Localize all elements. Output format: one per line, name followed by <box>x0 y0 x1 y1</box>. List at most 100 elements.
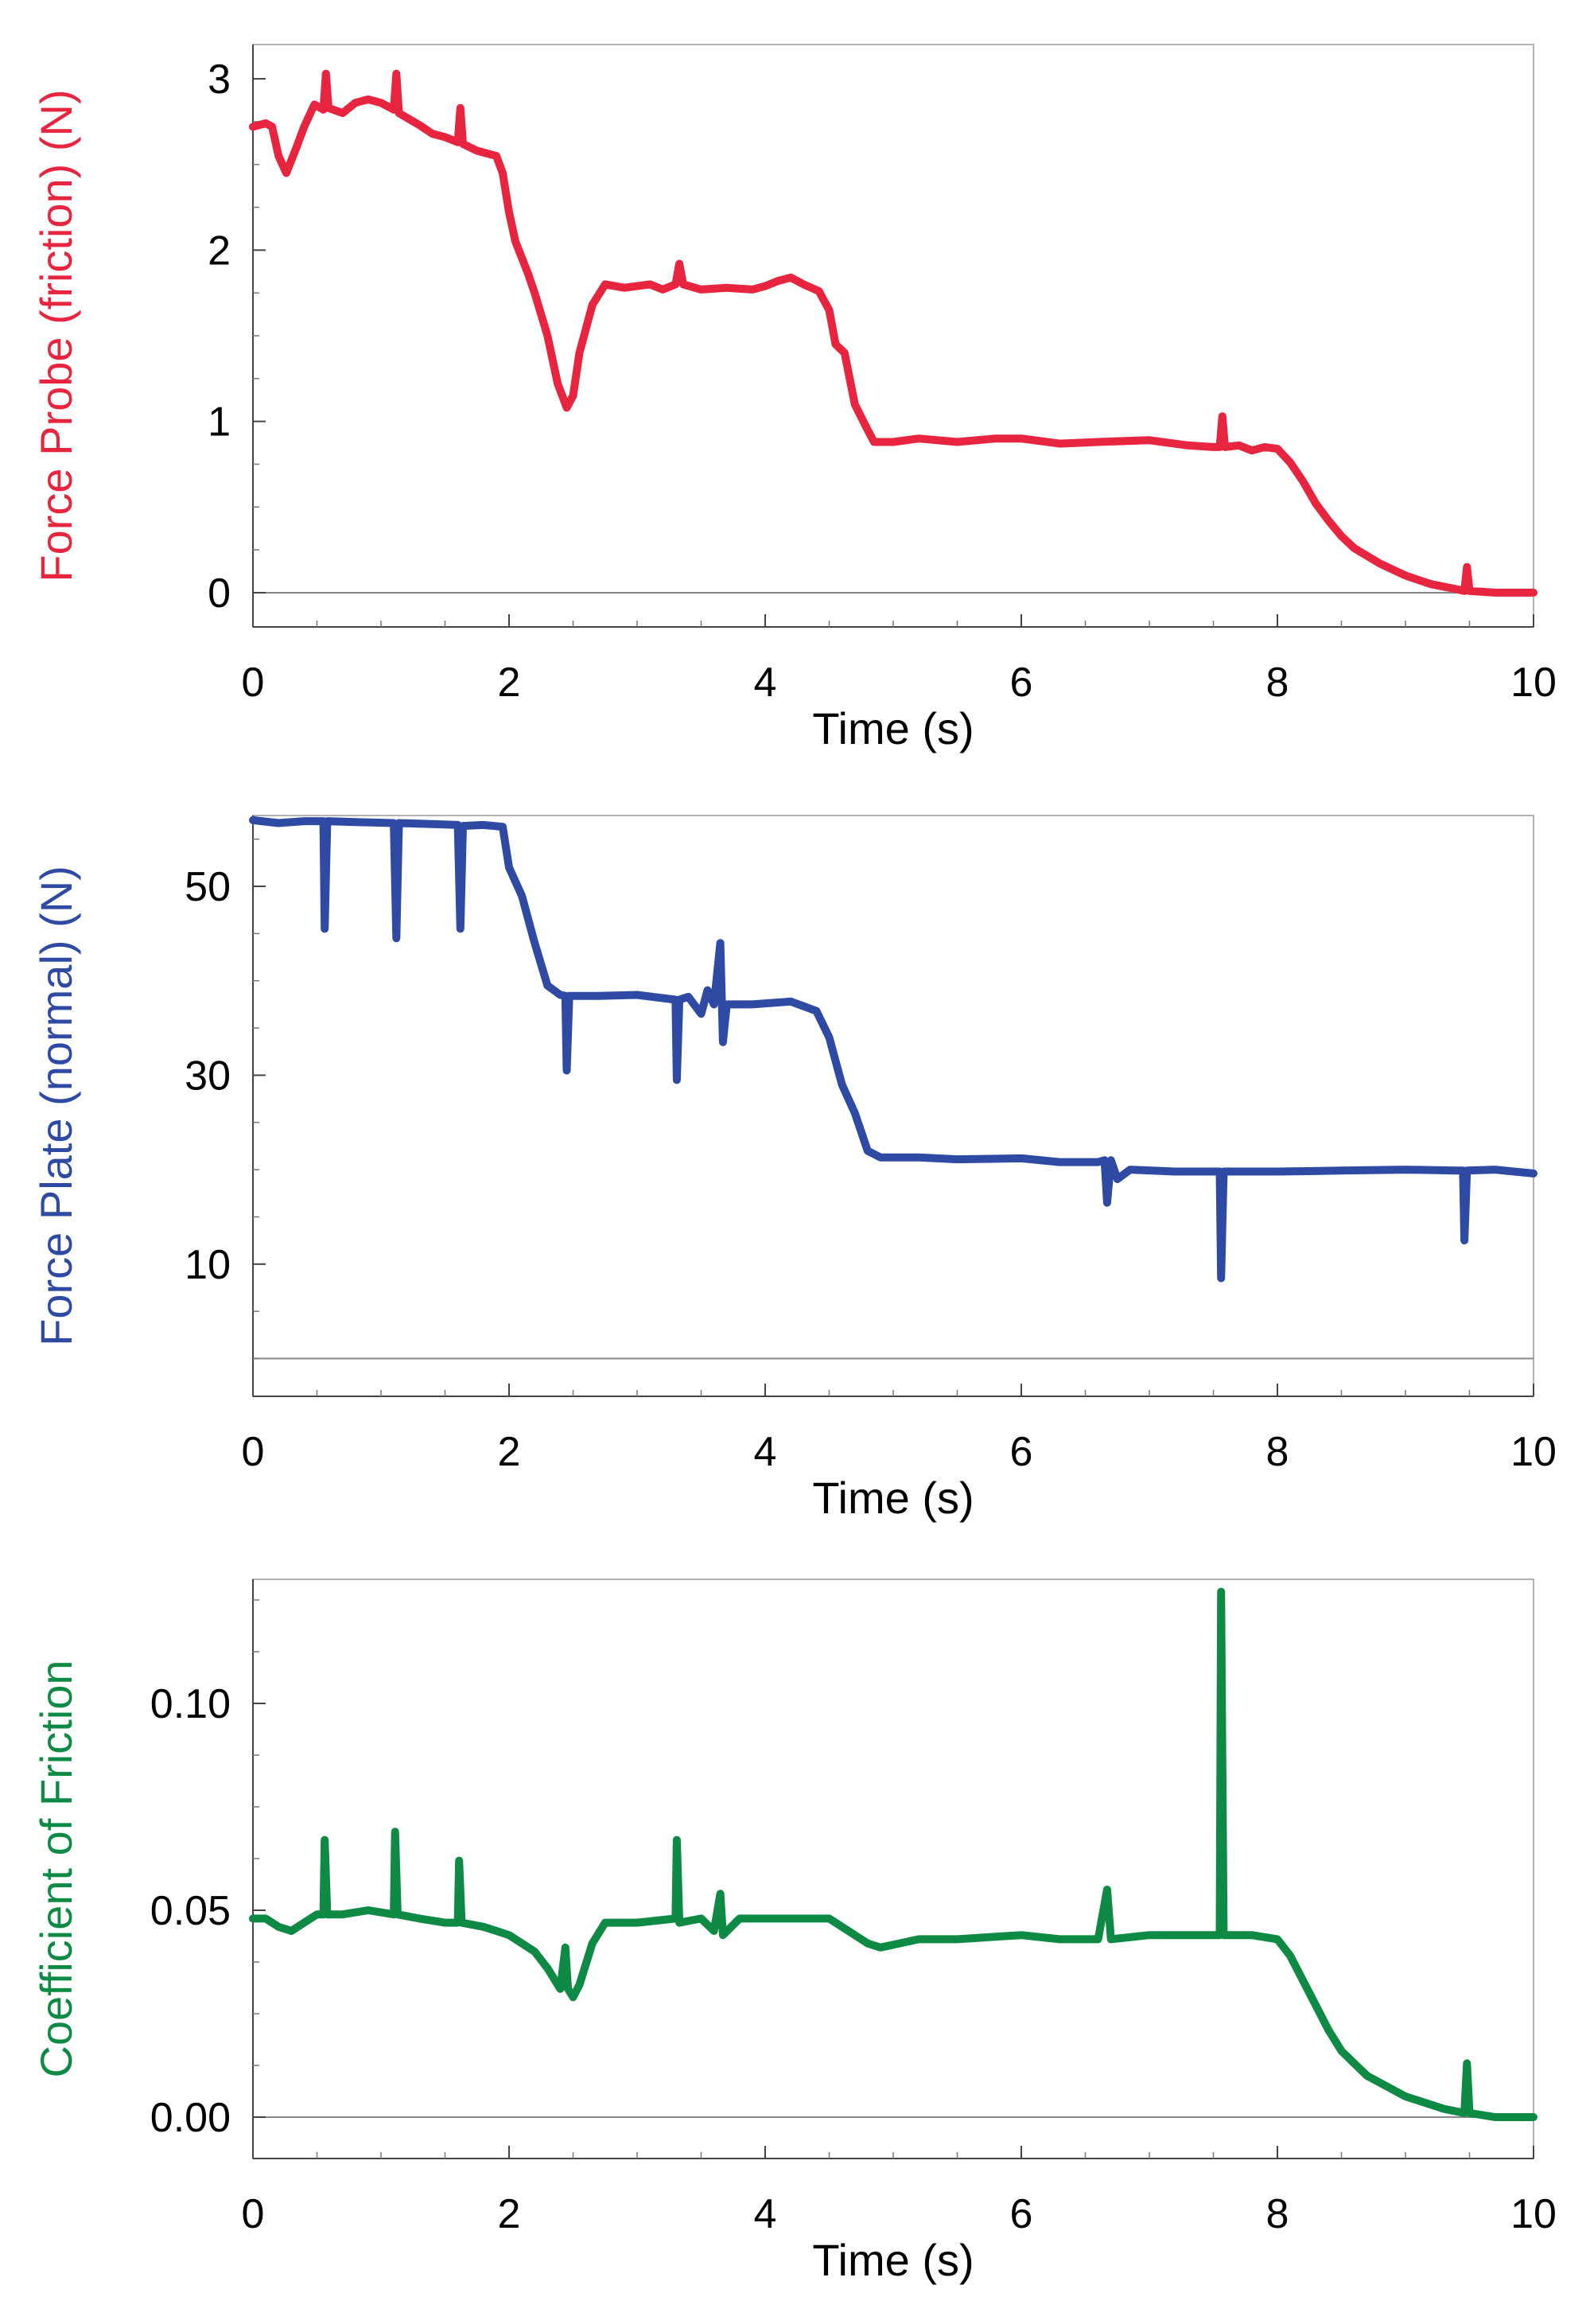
data-point <box>1101 1157 1108 1164</box>
data-point <box>659 286 667 293</box>
data-point <box>250 816 256 823</box>
data-point <box>723 284 730 291</box>
data-point <box>554 380 562 387</box>
data-point <box>1300 478 1307 485</box>
data-point <box>1351 545 1358 551</box>
data-point <box>851 1932 858 1939</box>
data-point <box>647 281 654 288</box>
data-point <box>1094 1936 1102 1943</box>
data-point <box>1220 1168 1227 1175</box>
data-point <box>1222 443 1228 450</box>
data-point <box>704 987 711 994</box>
data-point <box>1402 572 1409 579</box>
data-point <box>710 1928 717 1934</box>
data-point <box>851 1109 858 1116</box>
data-point <box>1491 2114 1499 2120</box>
data-point <box>634 1919 640 1926</box>
data-point <box>1018 1154 1024 1162</box>
x-tick-label: 4 <box>754 1429 777 1475</box>
data-point <box>851 401 858 408</box>
data-point <box>544 1964 551 1972</box>
data-point <box>992 435 999 442</box>
data-point <box>1491 1166 1499 1174</box>
data-point <box>441 1919 449 1926</box>
data-point <box>1363 2073 1370 2079</box>
data-point <box>890 438 896 446</box>
data-point <box>595 992 602 999</box>
data-point <box>1464 563 1471 570</box>
data-point <box>301 818 308 825</box>
data-point <box>841 349 848 356</box>
x-tick-label: 2 <box>498 660 521 706</box>
data-point <box>454 821 461 828</box>
data-point <box>1218 1588 1225 1595</box>
x-tick-label: 0 <box>242 1429 265 1475</box>
data-point <box>1210 443 1217 450</box>
data-point <box>719 1932 726 1939</box>
x-tick-label: 4 <box>754 2191 777 2237</box>
data-point <box>1491 589 1499 596</box>
data-point <box>1453 1167 1460 1174</box>
x-tick-label: 8 <box>1266 660 1289 706</box>
data-point <box>954 438 961 446</box>
data-point <box>531 290 538 297</box>
y-axis-title: Force Plate (normal) (N) <box>31 866 81 1346</box>
data-point <box>1338 1167 1345 1174</box>
x-tick-label: 6 <box>1010 660 1033 706</box>
data-point <box>1274 446 1281 453</box>
data-point <box>916 1154 923 1161</box>
data-point <box>544 333 551 339</box>
data-point <box>601 1919 608 1926</box>
data-point <box>531 1948 538 1955</box>
plot-frame <box>252 815 1534 1397</box>
x-axis-title: Time (s) <box>812 703 974 753</box>
data-point <box>673 1836 680 1843</box>
data-point <box>563 404 570 411</box>
data-point <box>832 341 839 348</box>
data-point <box>364 1907 371 1913</box>
data-point <box>672 1915 679 1922</box>
data-point <box>864 1147 871 1154</box>
x-axis-title: Time (s) <box>812 2235 974 2285</box>
data-point <box>378 99 384 107</box>
x-tick-label: 10 <box>1510 1429 1557 1475</box>
data-point <box>391 106 398 113</box>
data-point <box>311 101 318 108</box>
data-point <box>339 1911 346 1918</box>
data-point <box>1126 1166 1133 1174</box>
data-point <box>1325 517 1332 524</box>
data-point <box>1312 2002 1320 2009</box>
data-point <box>460 140 466 147</box>
x-axis-title: Time (s) <box>812 1473 974 1523</box>
data-point <box>391 1828 398 1835</box>
data-point <box>321 925 328 932</box>
data-point <box>457 925 464 932</box>
x-tick-label: 8 <box>1266 1429 1289 1475</box>
data-point <box>393 70 400 77</box>
x-tick-label: 10 <box>1510 660 1557 706</box>
data-point <box>457 104 464 111</box>
data-point <box>620 284 628 291</box>
data-point <box>480 821 487 828</box>
data-point <box>320 106 327 113</box>
data-point <box>1248 1932 1255 1939</box>
data-point <box>454 138 461 146</box>
data-point <box>570 392 577 399</box>
data-point <box>1464 1167 1471 1174</box>
data-point <box>748 286 756 293</box>
data-point <box>916 435 923 442</box>
y-tick-label: 2 <box>208 228 231 274</box>
data-point <box>563 1067 570 1074</box>
data-point <box>1530 589 1537 596</box>
data-point <box>1172 1168 1179 1175</box>
data-point <box>1453 586 1460 593</box>
data-point <box>394 1911 401 1918</box>
data-point <box>1402 2093 1409 2100</box>
data-point <box>339 110 346 117</box>
data-point <box>1261 443 1268 450</box>
data-point <box>826 306 833 313</box>
data-point <box>1530 1170 1537 1177</box>
data-point <box>506 1932 512 1939</box>
x-tick-label: 10 <box>1510 2191 1557 2237</box>
data-point <box>1220 1932 1227 1939</box>
